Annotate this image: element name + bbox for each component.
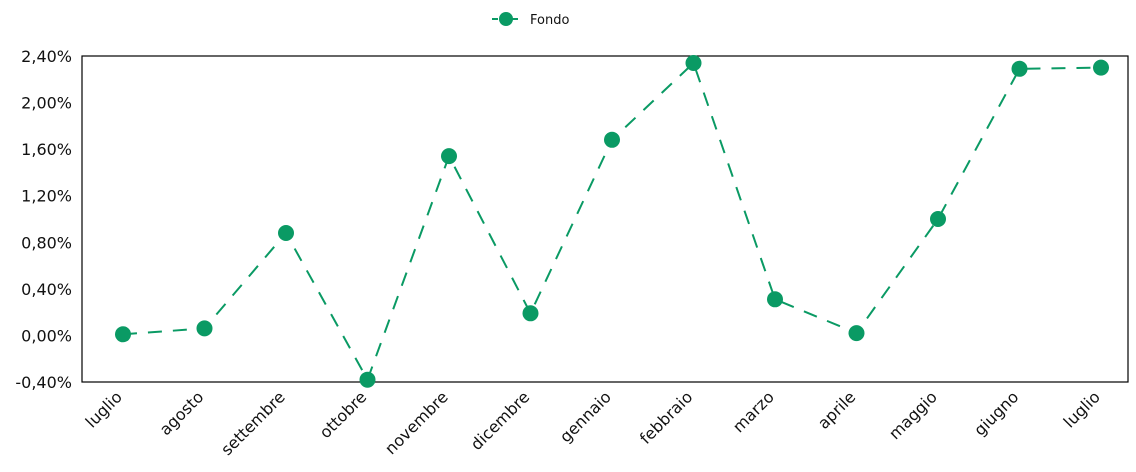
x-tick-label: settembre — [217, 387, 289, 459]
x-tick-label: gennaio — [556, 387, 615, 446]
y-tick-label: 1,60% — [21, 140, 72, 159]
plot-area — [81, 55, 1129, 383]
series-layer — [115, 55, 1109, 388]
y-tick-label: 2,40% — [21, 47, 72, 66]
legend-marker-swatch — [499, 12, 513, 26]
data-point — [767, 291, 783, 308]
data-point — [848, 325, 865, 342]
data-point — [685, 55, 702, 71]
y-tick-label: 0,80% — [21, 233, 72, 252]
x-tick-label: ottobre — [316, 387, 371, 442]
x-tick-label: luglio — [82, 387, 126, 431]
x-tick-label: marzo — [729, 387, 778, 436]
data-point — [930, 211, 946, 227]
x-tick-label: giugno — [970, 387, 1022, 439]
data-point — [522, 305, 539, 322]
data-point — [441, 148, 457, 165]
data-point — [604, 131, 620, 148]
y-tick-label: 2,00% — [21, 94, 72, 113]
y-tick-label: 1,20% — [21, 187, 72, 206]
data-point — [359, 371, 376, 388]
x-tick-label: novembre — [381, 387, 452, 458]
y-tick-label: 0,40% — [21, 280, 72, 299]
data-point — [278, 225, 294, 241]
x-tick-label: maggio — [885, 387, 941, 443]
plot-frame — [81, 55, 1129, 383]
data-point — [1093, 59, 1109, 76]
data-point — [115, 326, 131, 343]
y-axis: -0,40% 0,00% 0,40% 0,80% 1,20% 1,60% 2,00% 2,40… — [15, 47, 72, 392]
y-tick-label: -0,40% — [15, 373, 72, 392]
legend-label-fondo: Fondo — [530, 13, 569, 28]
x-tick-label: luglio — [1060, 387, 1104, 431]
y-tick-label: 0,00% — [21, 326, 72, 345]
x-tick-label: dicembre — [467, 387, 534, 454]
legend: Fondo — [492, 12, 569, 28]
x-axis: luglio agosto settembre ottobre novembre dice… — [82, 387, 1104, 459]
x-tick-label: febbraio — [636, 387, 696, 447]
x-tick-label: agosto — [156, 387, 208, 439]
data-point — [196, 320, 213, 337]
x-tick-label: aprile — [814, 387, 859, 432]
data-point — [1011, 60, 1028, 77]
series-line-fondo — [122, 61, 1102, 383]
